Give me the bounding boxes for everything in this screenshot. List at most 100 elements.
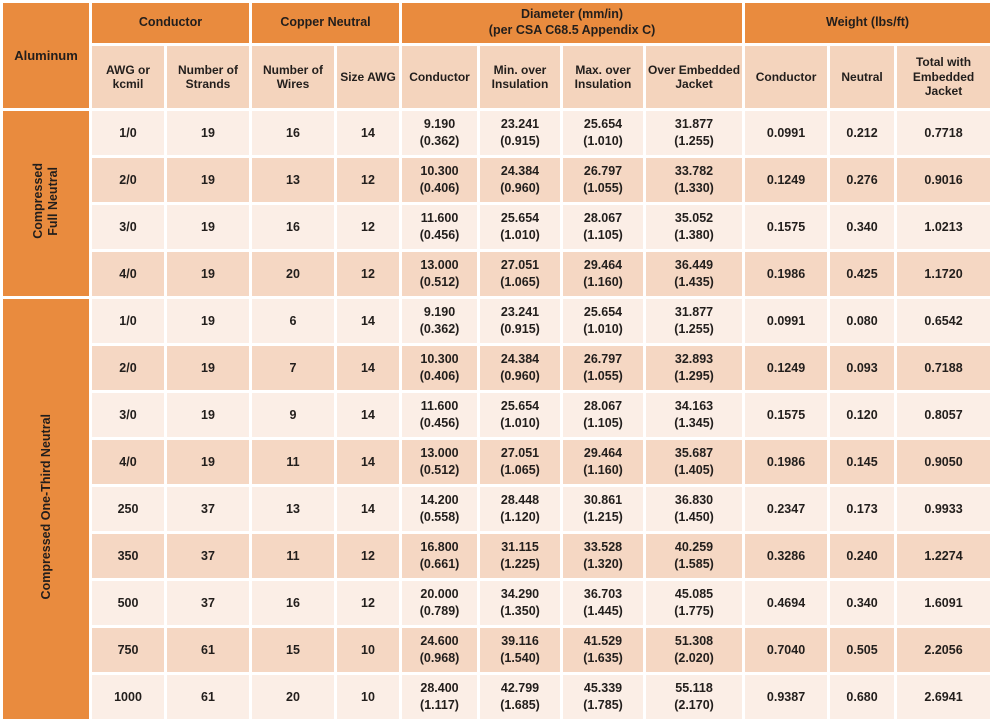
cell-dia-conductor: 20.000 (0.789) [402,581,478,625]
cell-strands: 61 [167,675,249,719]
cell-dia-max: 28.067 (1.105) [563,393,644,437]
cell-awg: 1/0 [92,299,164,343]
cell-wt-conductor: 0.7040 [745,628,828,672]
section-label-text: Compressed One-Third Neutral [38,413,53,600]
cell-strands: 19 [167,393,249,437]
cell-wt-conductor: 0.1249 [745,346,828,390]
cell-size: 10 [337,675,400,719]
cell-dia-min: 25.654 (1.010) [480,393,561,437]
table-row: 250 37 13 14 14.200 (0.558) 28.448 (1.120) 30.86… [3,487,991,531]
cell-dia-conductor: 13.000 (0.512) [402,440,478,484]
cell-wires: 15 [252,628,334,672]
cell-strands: 61 [167,628,249,672]
cell-awg: 4/0 [92,440,164,484]
column-header-awg-kcmil: AWG or kcmil [92,46,164,108]
table-row: Compressed One-Third Neutral 1/0 19 6 14 9.19… [3,299,991,719]
cell-dia-conductor: 14.200 (0.558) [402,487,478,531]
table-row: 4/0 19 20 12 13.000 (0.512) 27.051 (1.065) 29.46… [3,252,991,296]
column-header-diameter-conductor: Conductor [402,46,478,108]
cell-dia-min: 27.051 (1.065) [480,252,561,296]
cell-wt-neutral: 0.120 [830,393,895,437]
cell-dia-jacket: 45.085 (1.775) [646,581,743,625]
cell-dia-min: 39.116 (1.540) [480,628,561,672]
cell-size: 12 [337,158,400,202]
section-label-compressed-full-neutral: Compressed Full Neutral [3,111,89,296]
cell-size: 12 [337,205,400,249]
cell-awg: 3/0 [92,393,164,437]
cell-wt-conductor: 0.1986 [745,440,828,484]
cell-wt-neutral: 0.425 [830,252,895,296]
group-header-diameter-line2: (per CSA C68.5 Appendix C) [488,23,656,37]
cell-dia-max: 28.067 (1.105) [563,205,644,249]
cell-dia-conductor: 9.190 (0.362) [402,299,478,343]
column-header-weight-neutral: Neutral [830,46,895,108]
cell-wt-conductor: 0.1575 [745,393,828,437]
cell-dia-conductor: 24.600 (0.968) [402,628,478,672]
cell-wt-total: 0.9016 [897,158,991,202]
cell-wires: 16 [252,111,334,155]
table-row: 3/0 19 16 12 11.600 (0.456) 25.654 (1.010) 28.06… [3,205,991,249]
cell-dia-min: 34.290 (1.350) [480,581,561,625]
table-row: 2/0 19 7 14 10.300 (0.406) 24.384 (0.960) 26.797… [3,346,991,390]
cell-dia-conductor: 10.300 (0.406) [402,346,478,390]
table-body: Compressed Full Neutral 1/0 19 16 14 9.190 (0.3… [3,111,991,719]
cell-dia-jacket: 31.877 (1.255) [646,111,743,155]
cell-wt-total: 0.9050 [897,440,991,484]
cell-dia-max: 36.703 (1.445) [563,581,644,625]
cell-dia-max: 45.339 (1.785) [563,675,644,719]
table-row: 750 61 15 10 24.600 (0.968) 39.116 (1.540) 41.52… [3,628,991,672]
cell-dia-jacket: 40.259 (1.585) [646,534,743,578]
cell-awg: 250 [92,487,164,531]
header-group-row: Aluminum Conductor Copper Neutral Diamet… [3,3,991,108]
cell-dia-max: 26.797 (1.055) [563,346,644,390]
table-row: 4/0 19 11 14 13.000 (0.512) 27.051 (1.065) 29.46… [3,440,991,484]
table-row: 1000 61 20 10 28.400 (1.117) 42.799 (1.685) 45.3… [3,675,991,719]
cell-size: 10 [337,628,400,672]
cell-wt-total: 0.7188 [897,346,991,390]
cell-wt-neutral: 0.173 [830,487,895,531]
cell-wt-conductor: 0.9387 [745,675,828,719]
cell-wires: 11 [252,534,334,578]
cell-strands: 19 [167,252,249,296]
cell-dia-jacket: 36.830 (1.450) [646,487,743,531]
column-header-number-of-strands: Number of Strands [167,46,249,108]
section-label-compressed-one-third-neutral: Compressed One-Third Neutral [3,299,89,719]
cell-strands: 37 [167,487,249,531]
cell-wt-neutral: 0.680 [830,675,895,719]
cell-wires: 16 [252,581,334,625]
cell-dia-max: 25.654 (1.010) [563,111,644,155]
cell-dia-conductor: 10.300 (0.406) [402,158,478,202]
cell-dia-jacket: 35.687 (1.405) [646,440,743,484]
cell-awg: 750 [92,628,164,672]
cell-wt-conductor: 0.0991 [745,111,828,155]
cell-dia-max: 29.464 (1.160) [563,252,644,296]
cell-dia-conductor: 13.000 (0.512) [402,252,478,296]
group-header-weight: Weight (lbs/ft) [745,3,991,43]
cell-dia-max: 30.861 (1.215) [563,487,644,531]
table-row: 2/0 19 13 12 10.300 (0.406) 24.384 (0.960) 26.79… [3,158,991,202]
table-row: 500 37 16 12 20.000 (0.789) 34.290 (1.350) 36.70… [3,581,991,625]
cell-awg: 1/0 [92,111,164,155]
cell-size: 14 [337,299,400,343]
cell-awg: 1000 [92,675,164,719]
cell-size: 14 [337,346,400,390]
cell-wt-neutral: 0.212 [830,111,895,155]
cell-dia-min: 42.799 (1.685) [480,675,561,719]
cell-dia-jacket: 31.877 (1.255) [646,299,743,343]
column-header-weight-conductor: Conductor [745,46,828,108]
cell-size: 14 [337,393,400,437]
cell-wt-total: 2.2056 [897,628,991,672]
cell-dia-max: 29.464 (1.160) [563,440,644,484]
cell-wt-neutral: 0.240 [830,534,895,578]
table-row: Compressed Full Neutral 1/0 19 16 14 9.190 (0.3… [3,111,991,296]
cell-dia-min: 27.051 (1.065) [480,440,561,484]
column-header-number-of-wires: Number of Wires [252,46,334,108]
cell-wt-neutral: 0.080 [830,299,895,343]
cell-size: 12 [337,581,400,625]
cell-size: 12 [337,534,400,578]
cell-wt-total: 0.9933 [897,487,991,531]
cell-dia-conductor: 28.400 (1.117) [402,675,478,719]
cell-dia-jacket: 35.052 (1.380) [646,205,743,249]
cell-dia-min: 24.384 (0.960) [480,158,561,202]
